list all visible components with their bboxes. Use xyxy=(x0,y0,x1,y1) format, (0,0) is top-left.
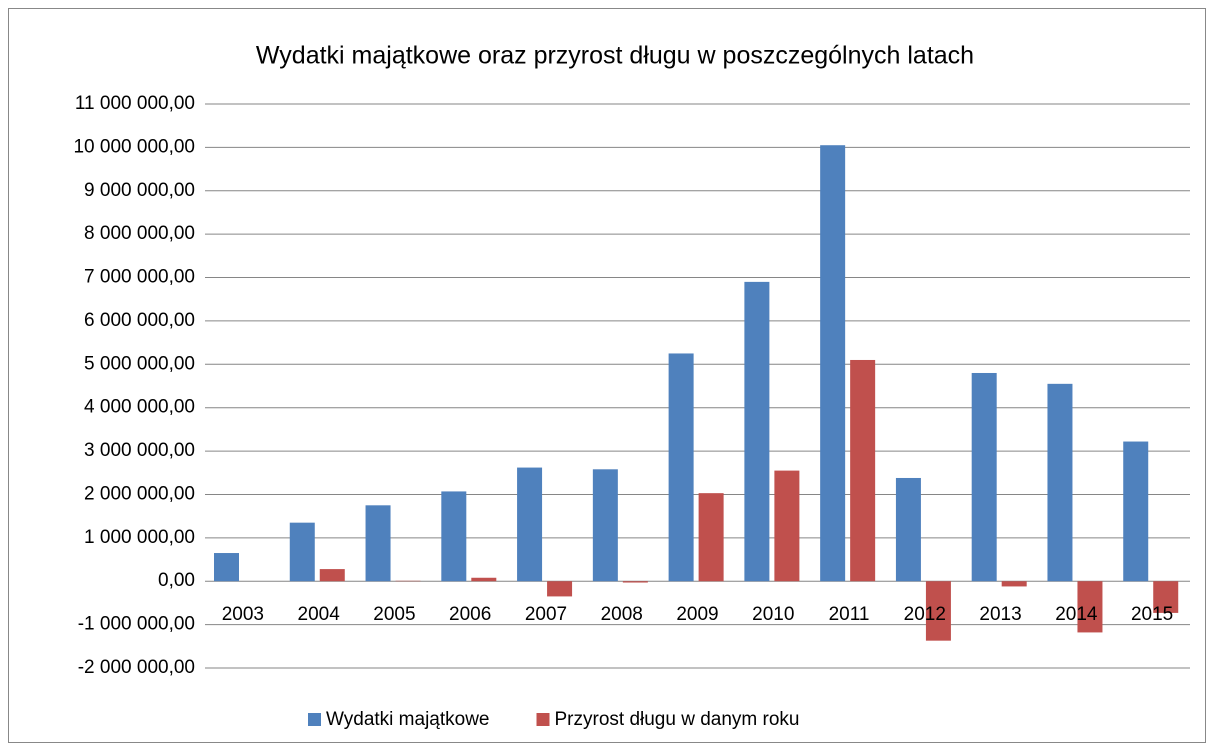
bar xyxy=(774,470,800,582)
y-tick-label: 11 000 000,00 xyxy=(75,93,195,114)
bar xyxy=(441,491,467,582)
y-tick-label: 5 000 000,00 xyxy=(84,353,195,374)
y-tick-label: -2 000 000,00 xyxy=(78,657,195,678)
y-tick-label: 9 000 000,00 xyxy=(84,180,195,201)
y-tick-label: 7 000 000,00 xyxy=(84,267,195,288)
y-tick-label: 1 000 000,00 xyxy=(84,527,195,548)
chart-border xyxy=(8,8,1206,743)
y-tick-label: 6 000 000,00 xyxy=(84,310,195,331)
y-tick-label: 2 000 000,00 xyxy=(84,483,195,504)
x-tick-label: 2011 xyxy=(829,604,870,625)
legend-label: Wydatki majątkowe xyxy=(326,709,490,730)
bar xyxy=(1153,581,1179,613)
x-tick-label: 2015 xyxy=(1131,604,1173,625)
x-tick-label: 2004 xyxy=(298,604,341,625)
bar xyxy=(1047,383,1073,582)
bar xyxy=(668,353,694,582)
x-tick-label: 2009 xyxy=(676,604,718,625)
y-tick-label: 4 000 000,00 xyxy=(84,397,195,418)
bar xyxy=(820,145,846,582)
chart-title: Wydatki majątkowe oraz przyrost długu w … xyxy=(256,42,974,70)
legend-swatch xyxy=(308,713,321,726)
legend-label: Przyrost długu w danym roku xyxy=(555,709,800,730)
x-tick-label: 2008 xyxy=(601,604,643,625)
x-tick-label: 2012 xyxy=(904,604,946,625)
x-tick-label: 2003 xyxy=(222,604,264,625)
bar xyxy=(592,469,618,582)
bar xyxy=(1001,581,1027,587)
x-tick-label: 2005 xyxy=(373,604,415,625)
bar xyxy=(289,522,315,582)
bar xyxy=(365,505,391,582)
bar xyxy=(744,281,770,582)
y-tick-label: 0,00 xyxy=(158,570,195,591)
x-tick-label: 2006 xyxy=(449,604,491,625)
bar xyxy=(698,493,724,582)
bar xyxy=(925,581,951,641)
bar xyxy=(471,577,497,582)
legend-swatch xyxy=(536,713,550,726)
bar xyxy=(1077,581,1103,633)
bar xyxy=(622,581,648,583)
bar xyxy=(1123,441,1149,582)
x-tick-label: 2014 xyxy=(1055,604,1098,625)
bar xyxy=(971,372,997,582)
bar xyxy=(850,359,876,582)
y-tick-label: 10 000 000,00 xyxy=(73,136,195,157)
bar xyxy=(547,581,573,597)
bar xyxy=(214,553,239,582)
x-tick-label: 2007 xyxy=(525,604,567,625)
x-tick-label: 2013 xyxy=(979,604,1021,625)
y-tick-label: 3 000 000,00 xyxy=(84,440,195,461)
bar xyxy=(895,477,921,582)
y-tick-label: 8 000 000,00 xyxy=(84,223,195,244)
y-tick-label: -1 000 000,00 xyxy=(78,614,195,635)
bar xyxy=(517,467,543,582)
bar xyxy=(319,569,345,582)
x-tick-label: 2010 xyxy=(752,604,794,625)
